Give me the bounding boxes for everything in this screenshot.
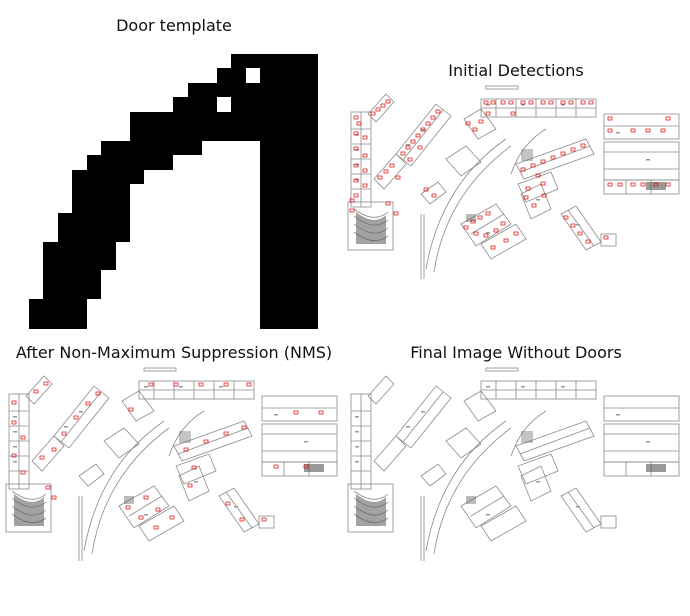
panel-title-final-image: Final Image Without Doors <box>410 343 622 362</box>
panel-title-after-nms: After Non-Maximum Suppression (NMS) <box>15 343 333 362</box>
panel-title-door-template: Door template <box>116 16 232 35</box>
initial-detections-image <box>346 84 686 284</box>
after-nms-image <box>4 366 344 566</box>
final-image-without-doors <box>346 366 686 566</box>
template-door-frame <box>260 54 318 329</box>
door-template-image <box>29 54 319 330</box>
template-door-swing <box>29 68 260 329</box>
panel-title-initial-detections: Initial Detections <box>448 61 584 80</box>
